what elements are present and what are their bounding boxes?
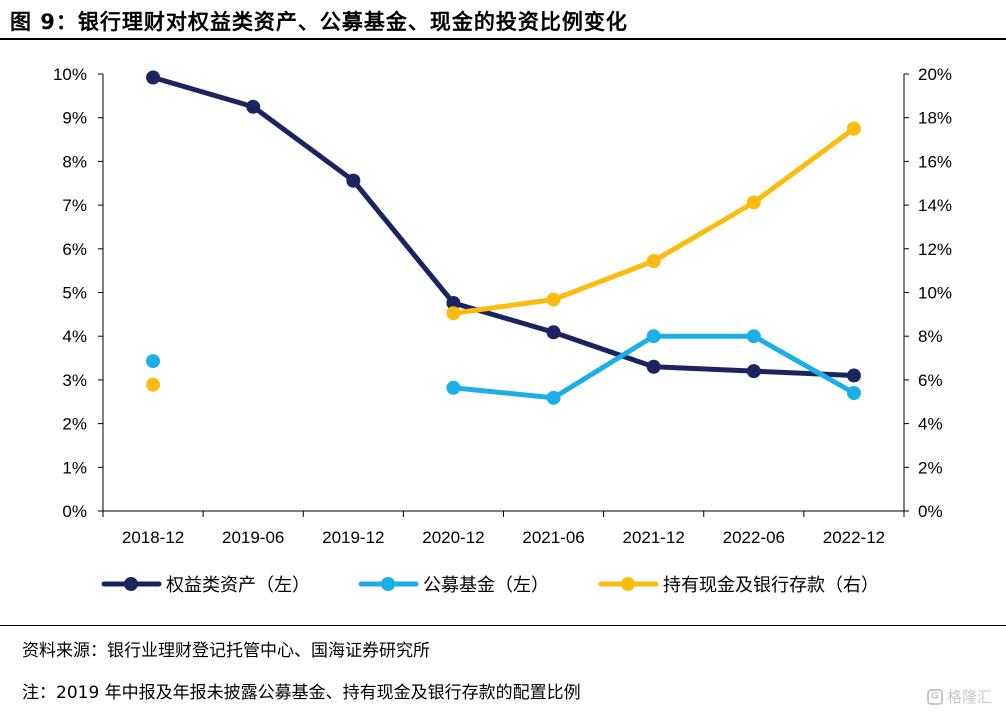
right-tick-label: 4% <box>918 415 943 434</box>
left-tick-label: 4% <box>62 327 87 346</box>
series-point-2 <box>846 121 861 136</box>
chart-legend: 权益类资产（左） 公募基金（左） 持有现金及银行存款（右） <box>101 575 879 595</box>
footer-divider <box>0 625 1006 626</box>
series-point-0 <box>846 368 861 383</box>
right-tick-label: 2% <box>918 458 943 477</box>
left-tick-label: 2% <box>62 415 87 434</box>
series-point-1 <box>846 386 861 401</box>
x-tick-label: 2021-12 <box>622 528 684 547</box>
figure-title: 图 9：银行理财对权益类资产、公募基金、现金的投资比例变化 <box>10 10 628 34</box>
title-divider <box>0 38 1006 40</box>
series-point-2 <box>446 306 461 321</box>
watermark-logo-icon: G <box>926 688 943 705</box>
legend-label-0: 权益类资产（左） <box>166 575 310 595</box>
watermark-text: 格隆汇 <box>946 688 992 706</box>
right-tick-label: 10% <box>918 284 952 303</box>
series-point-0 <box>346 173 361 188</box>
x-tick-label: 2018-12 <box>122 528 184 547</box>
right-tick-label: 20% <box>918 65 952 84</box>
series-lines <box>150 74 857 401</box>
legend-label-2: 持有现金及银行存款（右） <box>663 575 879 595</box>
left-tick-label: 10% <box>53 65 87 84</box>
footnote: 注：2019 年中报及年报未披露公募基金、持有现金及银行存款的配置比例 <box>22 683 581 703</box>
right-tick-label: 16% <box>918 152 952 171</box>
right-tick-label: 18% <box>918 109 952 128</box>
legend-marker-0 <box>124 577 138 591</box>
series-point-0 <box>646 359 661 374</box>
right-tick-label: 0% <box>918 502 943 521</box>
series-point-0 <box>746 364 761 379</box>
chart-axes: 0% 1% 2% 3% 4% 5% 6% 7% 8% 9% 10% 0% 2% 4% 6% 8% 10% 12% 1… <box>53 65 952 547</box>
series-line-2 <box>450 126 857 316</box>
series-point-0 <box>146 70 161 85</box>
left-tick-label: 6% <box>62 240 87 259</box>
series-point-2 <box>146 377 161 392</box>
x-tick-label: 2019-06 <box>222 528 284 547</box>
left-tick-label: 5% <box>62 284 87 303</box>
x-tick-label: 2022-06 <box>723 528 785 547</box>
right-tick-label: 14% <box>918 196 952 215</box>
x-tick-label: 2020-12 <box>422 528 484 547</box>
series-point-0 <box>446 295 461 310</box>
legend-marker-1 <box>381 577 395 591</box>
series-points <box>146 70 861 405</box>
legend-marker-2 <box>621 577 635 591</box>
series-point-1 <box>546 390 561 405</box>
right-tick-label: 8% <box>918 327 943 346</box>
series-line-0 <box>150 74 857 379</box>
x-tick-label: 2021-06 <box>522 528 584 547</box>
series-point-1 <box>446 380 461 395</box>
series-point-1 <box>646 329 661 344</box>
left-tick-label: 9% <box>62 109 87 128</box>
left-tick-label: 0% <box>62 502 87 521</box>
right-tick-label: 6% <box>918 371 943 390</box>
line-chart: 0% 1% 2% 3% 4% 5% 6% 7% 8% 9% 10% 0% 2% 4% 6% 8% 10% 12% 1… <box>53 65 952 595</box>
series-point-0 <box>546 325 561 340</box>
watermark: G 格隆汇 <box>926 686 992 707</box>
source-note: 资料来源：银行业理财登记托管中心、国海证券研究所 <box>22 641 430 661</box>
series-point-2 <box>546 292 561 307</box>
right-tick-label: 12% <box>918 240 952 259</box>
left-tick-label: 3% <box>62 371 87 390</box>
series-point-1 <box>746 329 761 344</box>
series-point-0 <box>246 99 261 114</box>
left-tick-label: 1% <box>62 458 87 477</box>
left-tick-label: 8% <box>62 152 87 171</box>
series-point-2 <box>646 254 661 269</box>
series-point-1 <box>146 354 161 369</box>
legend-label-1: 公募基金（左） <box>423 575 549 595</box>
x-tick-label: 2022-12 <box>823 528 885 547</box>
x-tick-label: 2019-12 <box>322 528 384 547</box>
series-point-2 <box>746 195 761 210</box>
left-tick-label: 7% <box>62 196 87 215</box>
